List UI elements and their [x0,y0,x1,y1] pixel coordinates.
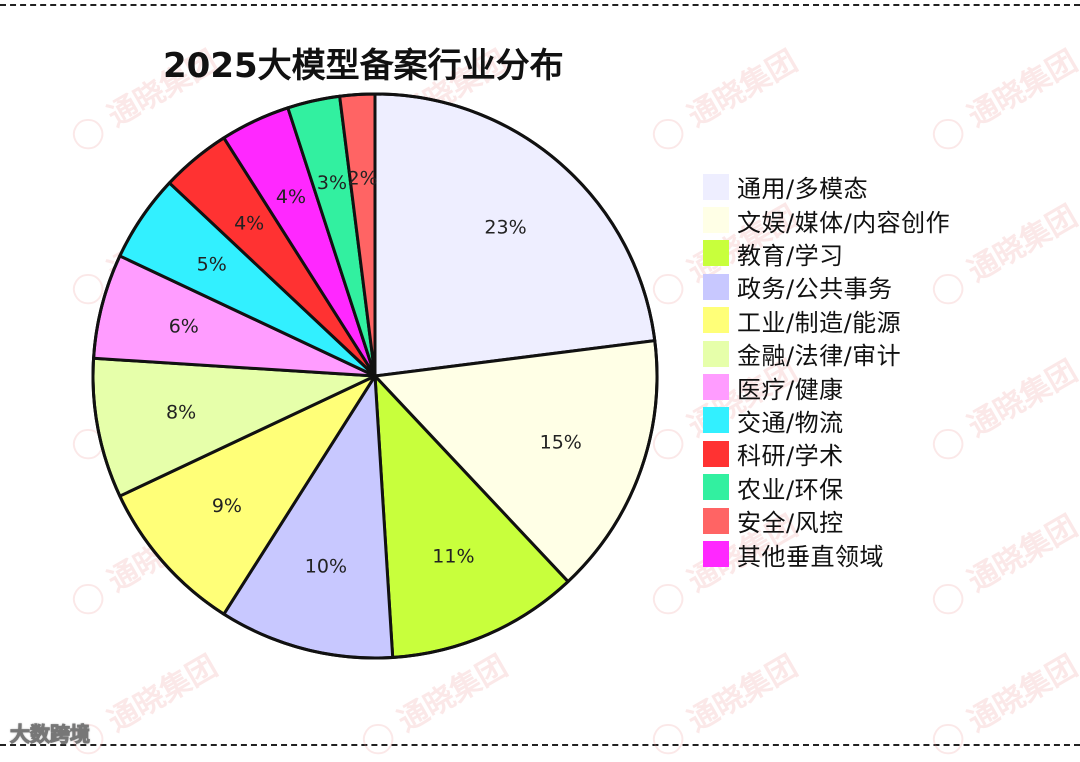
legend-item-12: 其他垂直领域 [703,537,950,571]
brand-watermark: 大数跨境 [10,718,91,747]
legend-item-2: 文娱/媒体/内容创作 [703,203,951,237]
legend-item-11: 安全/风控 [703,504,950,537]
slice-label-9: 4% [234,212,264,234]
legend-item-8: 交通/物流 [703,404,950,437]
legend-label: 教育/学习 [737,241,844,270]
legend-label: 文娱/媒体/内容创作 [737,208,951,237]
chart-title: 2025大模型备案行业分布 [163,46,564,86]
legend-label: 安全/风控 [737,509,844,538]
slice-label-5: 9% [212,495,242,517]
legend-label: 农业/环保 [737,475,844,504]
legend-item-6: 金融/法律/审计 [703,337,950,370]
legend-item-10: 农业/环保 [703,471,950,504]
legend-item-1: 通用/多模态 [703,170,950,203]
slice-label-11: 3% [317,172,347,194]
slice-label-8: 5% [197,254,227,276]
legend-swatch [703,407,729,434]
legend-label: 工业/制造/能源 [737,308,902,337]
legend-swatch [703,507,729,534]
legend-label: 其他垂直领域 [737,542,884,571]
legend-swatch [703,273,729,300]
legend-item-3: 教育/学习 [703,237,950,270]
legend-label: 科研/学术 [737,442,844,471]
slice-label-4: 10% [305,556,347,578]
slice-label-6: 8% [166,401,196,423]
legend-item-7: 医疗/健康 [703,370,950,404]
legend-swatch [703,207,729,234]
top-dashed-border [0,4,1080,6]
slice-label-7: 6% [169,315,199,337]
slice-label-10: 4% [276,186,306,208]
chart-legend: 通用/多模态文娱/媒体/内容创作 教育/学习政务/公共事务 工业/制造/能源 金融/法… [703,170,950,571]
slice-label-2: 15% [540,431,582,453]
legend-swatch [703,240,729,267]
legend-item-5: 工业/制造/能源 [703,304,950,337]
legend-swatch [703,173,729,200]
legend-item-9: 科研/学术 [703,437,950,470]
legend-label: 政务/公共事务 [737,275,893,304]
legend-swatch [703,307,729,334]
legend-swatch [703,540,729,567]
bottom-dashed-border [0,744,1080,746]
legend-label: 金融/法律/审计 [737,342,902,371]
legend-swatch [703,340,729,367]
legend-swatch [703,474,729,501]
legend-item-4: 政务/公共事务 [703,270,950,303]
pie-outline [91,92,659,660]
legend-swatch [703,440,729,467]
slice-label-3: 11% [432,546,474,568]
legend-label: 医疗/健康 [737,375,844,404]
slice-label-1: 23% [484,216,526,238]
legend-label: 交通/物流 [737,408,844,437]
legend-swatch [703,374,729,401]
legend-label: 通用/多模态 [737,175,869,204]
slice-label-12: 2% [348,167,378,189]
brand-text: 大数跨境 [10,722,91,747]
